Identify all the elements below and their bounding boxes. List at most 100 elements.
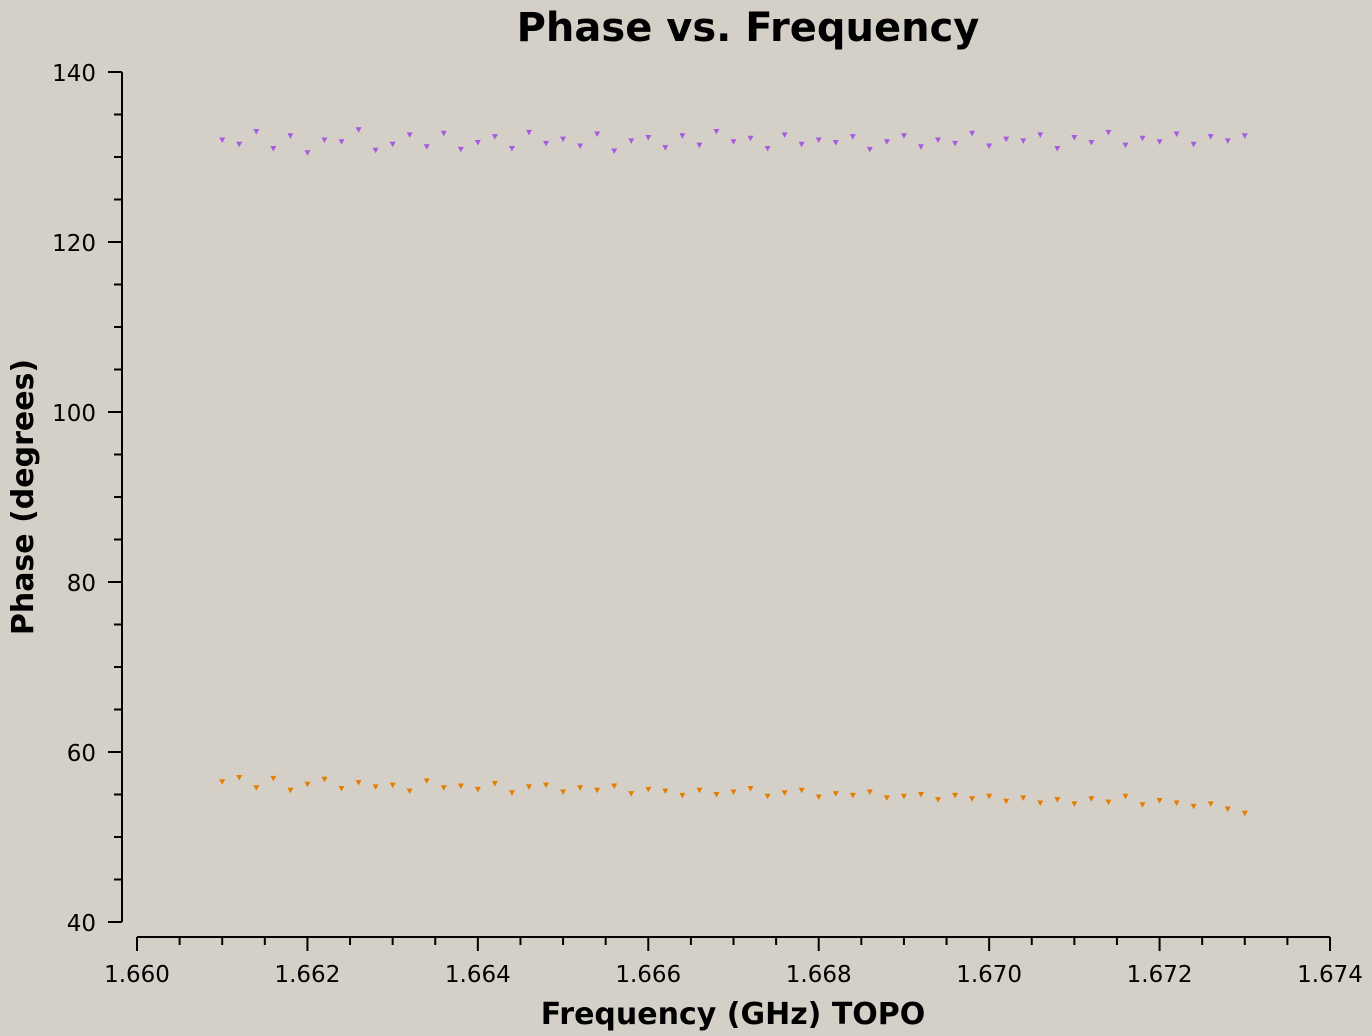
data-point (389, 141, 396, 148)
data-point (866, 789, 873, 795)
data-point (440, 130, 447, 137)
data-point (525, 129, 532, 136)
data-point (935, 137, 942, 143)
data-point (986, 793, 993, 800)
data-point (917, 792, 924, 798)
data-point (883, 139, 890, 145)
data-point (986, 143, 993, 149)
data-point (474, 140, 481, 146)
x-axis-label: Frequency (GHz) TOPO (541, 997, 926, 1032)
data-point (543, 782, 550, 789)
data-point (849, 134, 856, 140)
data-point (815, 794, 822, 801)
data-point (543, 140, 550, 147)
data-point (866, 146, 873, 153)
data-point (730, 139, 737, 145)
y-tick-label: 40 (67, 911, 96, 937)
data-point (1207, 134, 1214, 140)
data-point (1173, 131, 1180, 138)
data-point (935, 797, 942, 803)
data-point (1190, 141, 1197, 148)
data-point (1190, 803, 1197, 810)
data-point (457, 146, 464, 153)
data-point (1088, 140, 1095, 146)
data-point (270, 146, 277, 152)
y-axis-ticks: 40 60 80 100 120 140 (52, 61, 122, 937)
data-point (406, 132, 413, 138)
data-point (645, 786, 652, 793)
data-point (1020, 138, 1027, 144)
data-point (952, 792, 959, 799)
x-tick-label: 1.674 (1297, 962, 1363, 988)
series-2 (219, 775, 1248, 817)
data-point (1003, 798, 1010, 805)
data-point (1224, 138, 1231, 144)
data-point (219, 779, 226, 785)
data-point (781, 132, 788, 138)
data-point (389, 782, 396, 789)
data-point (952, 140, 959, 147)
data-point (1122, 793, 1129, 800)
x-tick-label: 1.666 (615, 962, 681, 988)
x-tick-label: 1.668 (786, 962, 852, 988)
data-point (1037, 132, 1044, 138)
data-point (423, 144, 430, 150)
data-point (457, 783, 464, 789)
data-point (1105, 129, 1112, 136)
data-point (491, 780, 498, 787)
data-point (764, 146, 771, 152)
data-point (1173, 800, 1180, 806)
data-point (662, 145, 669, 151)
data-point (321, 137, 328, 143)
data-point (1071, 134, 1078, 141)
data-point (423, 778, 430, 784)
data-point (679, 133, 686, 139)
data-point (764, 793, 771, 800)
data-point (508, 146, 515, 152)
data-point (1088, 796, 1095, 802)
data-point (1122, 142, 1129, 149)
plot-area (219, 127, 1248, 817)
data-point (798, 787, 805, 794)
data-point (1139, 802, 1146, 808)
y-tick-label: 60 (67, 741, 96, 767)
data-point (440, 785, 447, 791)
data-point (1105, 799, 1112, 806)
data-point (560, 136, 567, 143)
data-point (1241, 810, 1248, 817)
data-point (236, 775, 243, 781)
x-axis-ticks: 1.660 1.662 1.664 1.666 1.668 1.670 1.672 1.674 (104, 937, 1363, 988)
data-point (491, 134, 498, 140)
data-point (781, 790, 788, 796)
data-point (1156, 797, 1163, 804)
data-point (372, 784, 379, 790)
data-point (815, 137, 822, 143)
data-point (696, 787, 703, 794)
data-point (679, 792, 686, 799)
data-point (253, 129, 260, 135)
data-point (747, 135, 754, 142)
y-tick-label: 80 (67, 571, 96, 597)
y-tick-label: 100 (52, 401, 96, 427)
data-point (849, 792, 856, 799)
data-point (611, 148, 618, 155)
data-point (304, 781, 311, 788)
y-tick-label: 120 (52, 231, 96, 257)
data-point (1224, 806, 1231, 812)
data-point (287, 787, 294, 794)
data-point (730, 789, 737, 795)
data-point (321, 776, 328, 783)
data-point (253, 785, 260, 791)
data-point (900, 133, 907, 139)
data-point (1139, 135, 1146, 142)
data-point (628, 791, 635, 797)
data-point (969, 130, 976, 137)
data-point (1054, 797, 1061, 803)
series-1 (219, 127, 1248, 156)
data-point (900, 793, 907, 800)
data-point (832, 791, 839, 797)
data-point (338, 139, 345, 145)
data-point (1071, 801, 1078, 807)
